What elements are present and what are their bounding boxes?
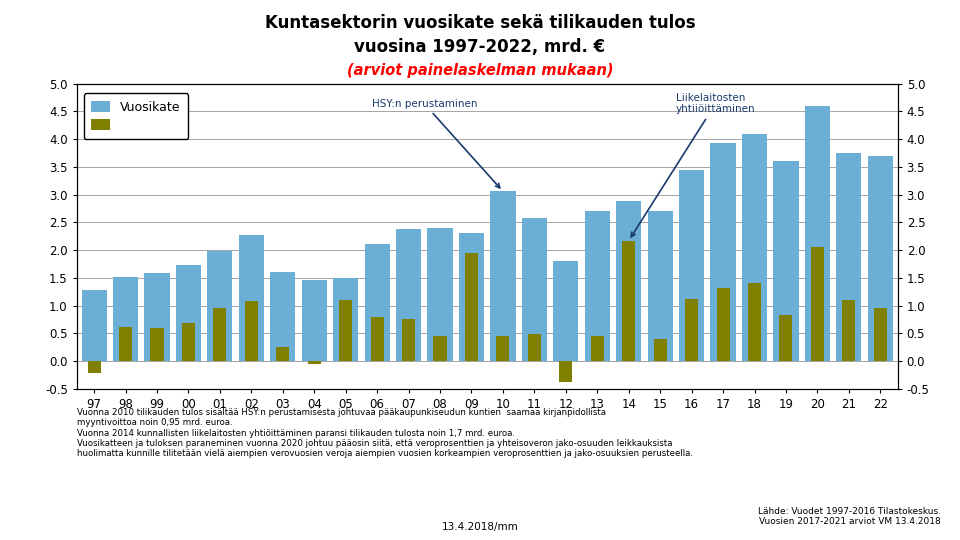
Bar [465, 253, 478, 361]
Bar [560, 361, 572, 382]
Bar [270, 272, 296, 361]
Bar [522, 219, 547, 361]
Bar [144, 273, 170, 361]
Bar [213, 308, 227, 361]
Bar [434, 336, 446, 361]
Bar [585, 211, 610, 361]
Bar [679, 170, 705, 361]
Bar [648, 211, 673, 361]
Bar [685, 299, 698, 361]
Bar [742, 133, 767, 361]
Text: vuosina 1997-2022, mrd. €: vuosina 1997-2022, mrd. € [354, 38, 606, 56]
Bar [774, 161, 799, 361]
Bar [780, 315, 793, 361]
Bar [396, 229, 421, 361]
Bar [590, 335, 604, 361]
Bar [176, 265, 201, 361]
Bar [868, 156, 893, 361]
Bar [804, 106, 830, 361]
Bar [496, 335, 510, 361]
Bar [748, 283, 761, 361]
Bar [181, 323, 195, 361]
Bar [616, 201, 641, 361]
Bar [339, 300, 352, 361]
Text: Lähde: Vuodet 1997-2016 Tilastokeskus.
Vuosien 2017-2021 arviot VM 13.4.2018: Lähde: Vuodet 1997-2016 Tilastokeskus. V… [757, 507, 941, 526]
Bar [842, 300, 855, 361]
Legend: Vuosikate, : Vuosikate, [84, 93, 188, 139]
Text: Kuntasektorin vuosikate sekä tilikauden tulos: Kuntasektorin vuosikate sekä tilikauden … [265, 14, 695, 31]
Bar [87, 361, 101, 373]
Bar [402, 320, 415, 361]
Bar [371, 317, 384, 361]
Text: (arviot painelaskelman mukaan): (arviot painelaskelman mukaan) [347, 63, 613, 78]
Text: HSY:n perustaminen: HSY:n perustaminen [372, 99, 500, 188]
Bar [239, 235, 264, 361]
Bar [119, 327, 132, 361]
Bar [82, 290, 107, 361]
Bar [459, 233, 484, 361]
Text: Vuonna 2010 tilikauden tulos sisältää HSY:n perustamisesta johtuvaa pääkaupunkis: Vuonna 2010 tilikauden tulos sisältää HS… [77, 408, 693, 458]
Bar [113, 278, 138, 361]
Text: Liikelaitosten
yhtiiöittäminen: Liikelaitosten yhtiiöittäminen [632, 92, 756, 237]
Bar [491, 191, 516, 361]
Bar [553, 261, 578, 361]
Bar [308, 361, 321, 364]
Bar [365, 244, 390, 361]
Bar [276, 347, 289, 361]
Bar [245, 301, 258, 361]
Bar [710, 143, 735, 361]
Bar [207, 251, 232, 361]
Bar [874, 308, 887, 361]
Bar [151, 328, 163, 361]
Bar [427, 228, 452, 361]
Bar [716, 288, 730, 361]
Bar [528, 334, 540, 361]
Bar [836, 153, 861, 361]
Bar [333, 279, 358, 361]
Bar [301, 280, 326, 361]
Bar [622, 241, 636, 361]
Bar [811, 247, 824, 361]
Bar [654, 339, 666, 361]
Text: 13.4.2018/mm: 13.4.2018/mm [442, 522, 518, 532]
